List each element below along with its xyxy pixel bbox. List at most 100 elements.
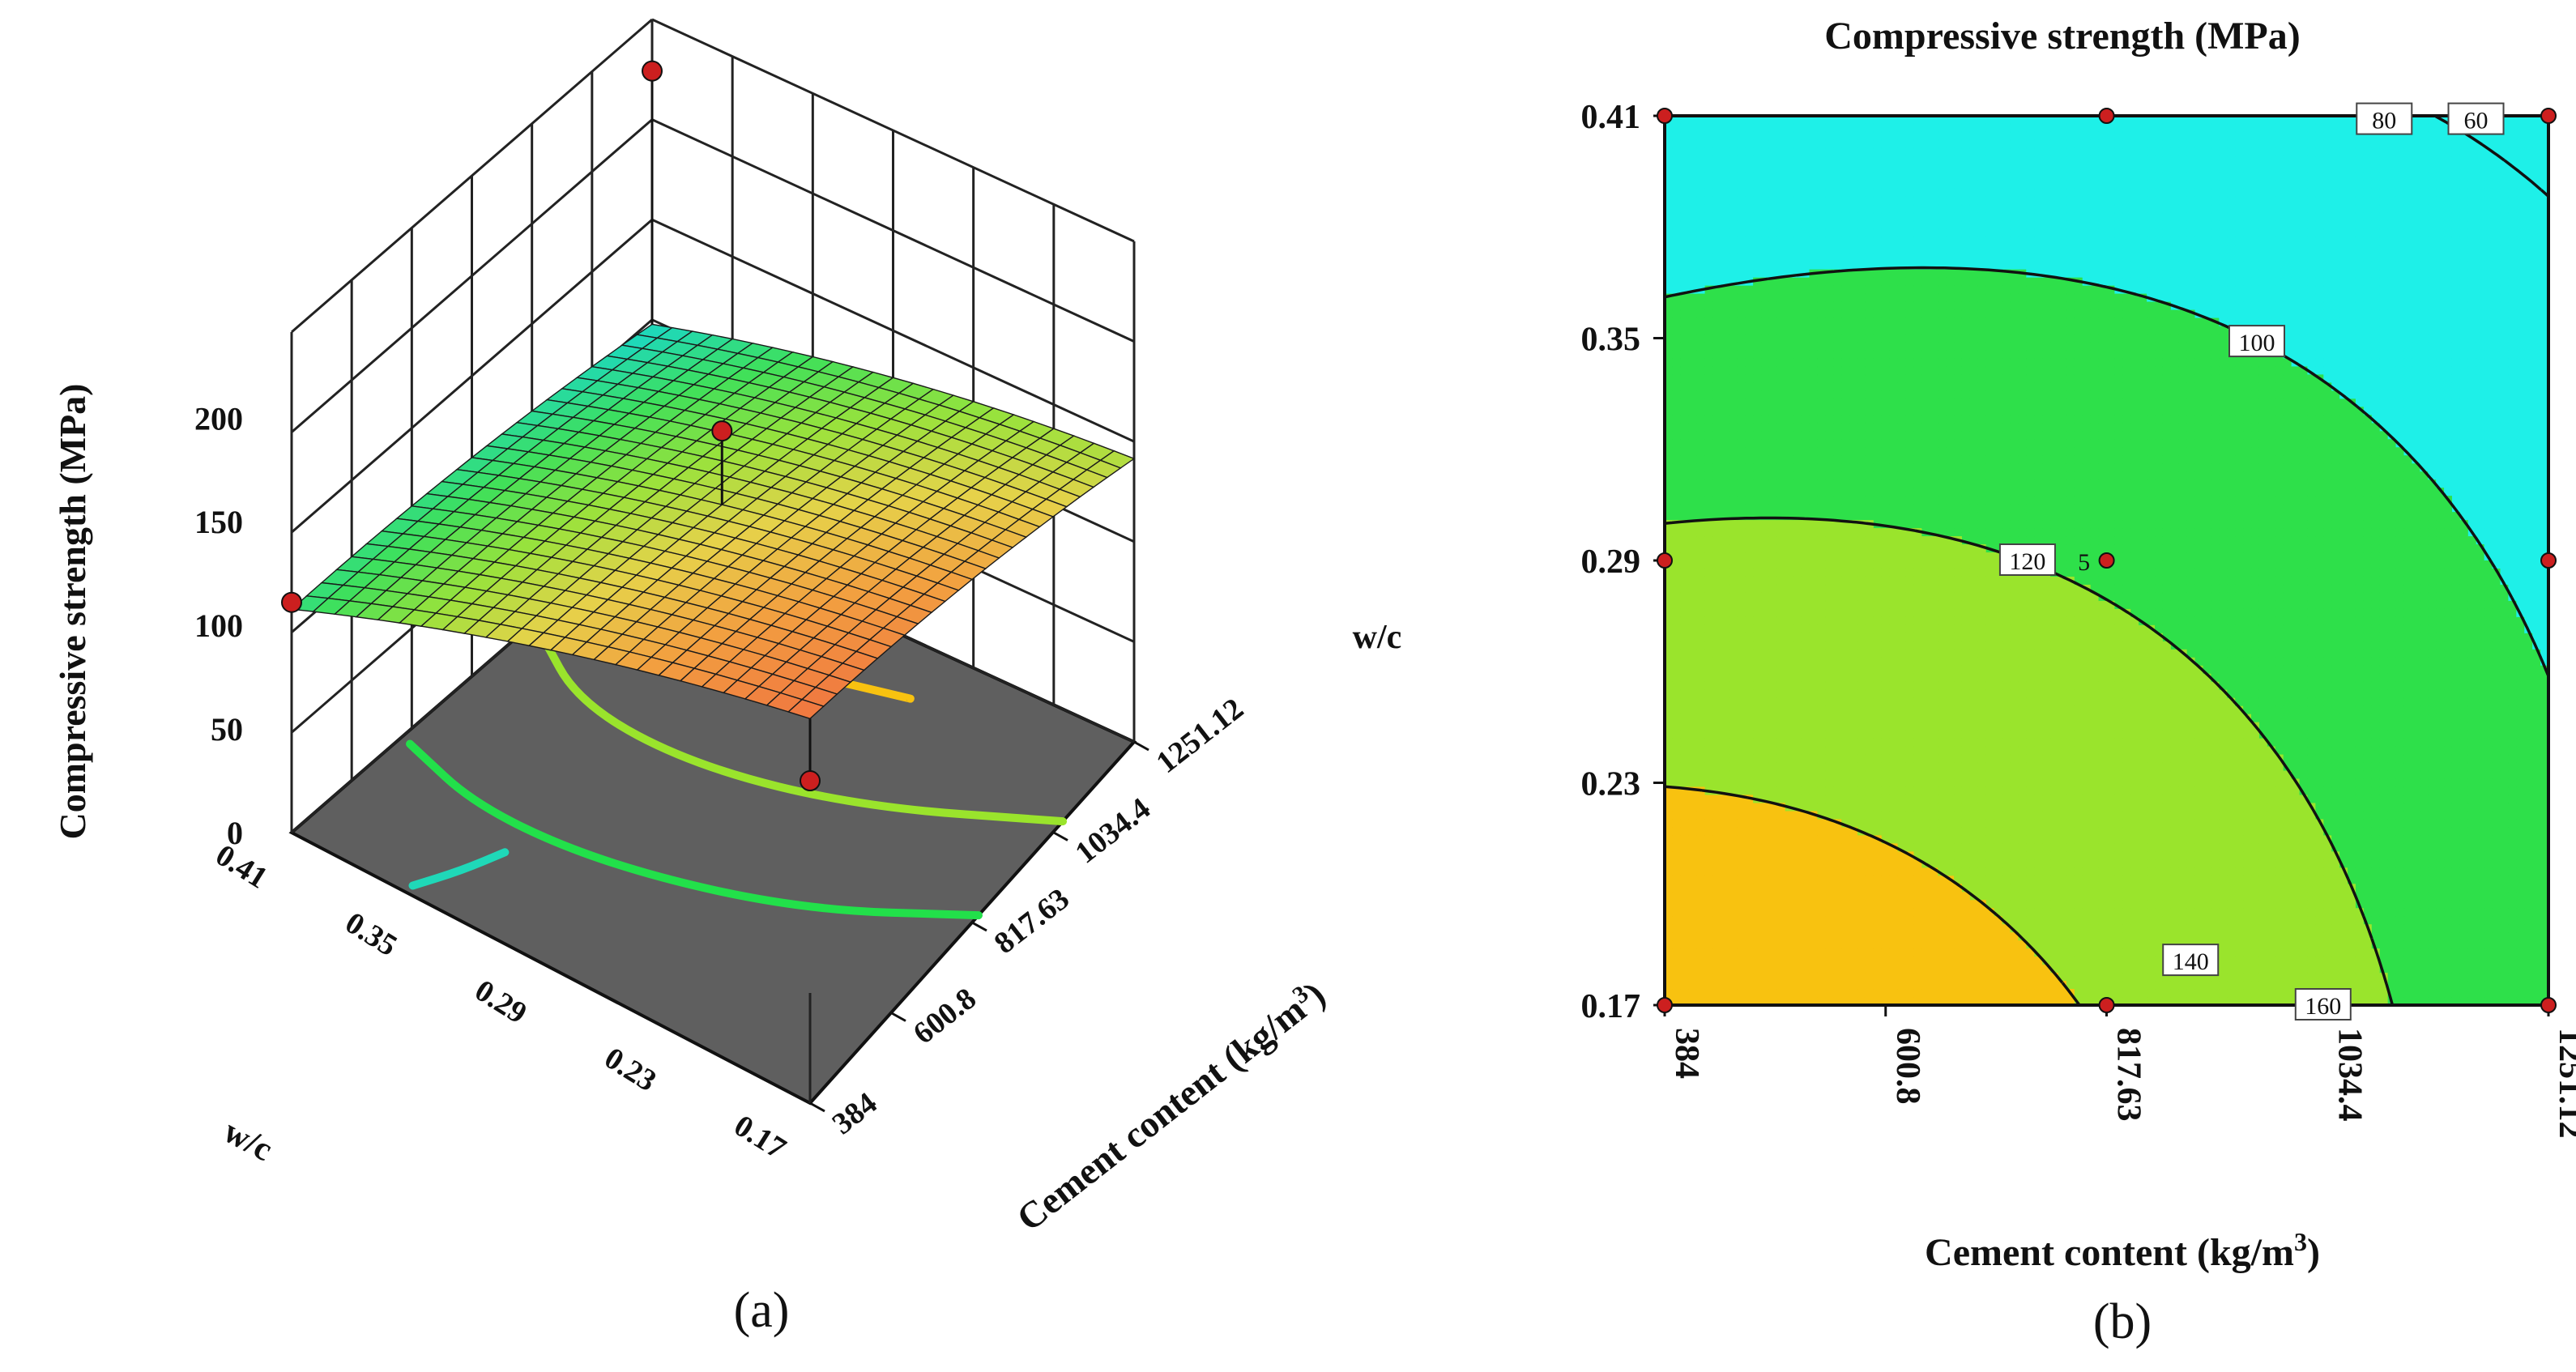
contour-band-cell [1865, 261, 1874, 271]
contour-band-cell [1825, 616, 1834, 626]
contour-band-cell [1729, 835, 1738, 844]
contour-band-cell [1897, 196, 1907, 206]
contour-band-cell [1672, 948, 1682, 957]
contour-band-cell [1801, 479, 1810, 488]
contour-band-cell [1761, 293, 1770, 303]
contour-band-cell [1729, 940, 1738, 949]
contour-band-cell [1665, 795, 1674, 804]
contour-band-cell [1737, 552, 1746, 561]
contour-band-cell [1721, 479, 1729, 488]
contour-band-cell [1768, 924, 1778, 933]
contour-band-cell [1897, 407, 1907, 415]
contour-band-cell [1897, 496, 1907, 505]
contour-band-cell [1817, 342, 1826, 352]
contour-band-cell [1665, 940, 1674, 949]
contour-band-cell [1961, 496, 1971, 505]
contour-band-cell [1969, 447, 1979, 456]
contour-band-cell [1704, 382, 1714, 391]
contour-band-cell [1753, 819, 1762, 828]
contour-band-cell [1665, 131, 1674, 141]
contour-band-cell [1841, 665, 1850, 675]
contour-band-cell [1889, 924, 1899, 933]
contour-band-cell [1745, 616, 1754, 626]
contour-band-cell [1849, 228, 1858, 238]
contour-band-cell [1921, 520, 1930, 529]
contour-band-cell [1881, 261, 1891, 271]
contour-band-cell [1704, 819, 1714, 828]
contour-band-cell [1785, 496, 1794, 505]
contour-band-cell [1889, 188, 1899, 198]
contour-band-cell [1776, 439, 1786, 448]
contour-band-cell [1961, 536, 1971, 545]
contour-band-cell [1825, 576, 1834, 586]
contour-band-cell [1954, 309, 1963, 319]
contour-band-cell [1688, 188, 1698, 198]
contour-band-cell [1881, 504, 1891, 513]
contour-band-cell [1841, 285, 1850, 295]
contour-band-cell [1938, 131, 1947, 141]
contour-band-cell [1897, 795, 1907, 804]
contour-band-cell [1969, 131, 1979, 141]
contour-band-cell [1753, 997, 1762, 1005]
contour-band-cell [1753, 697, 1762, 707]
contour-band-cell [1897, 730, 1907, 739]
contour-band-cell [1801, 584, 1810, 594]
contour-band-cell [1680, 285, 1690, 295]
contour-band-cell [1961, 544, 1971, 553]
contour-band-cell [1969, 212, 1979, 222]
contour-band-cell [1865, 867, 1874, 876]
contour-band-cell [1768, 139, 1778, 149]
contour-band-cell [1841, 876, 1850, 884]
contour-band-cell [1776, 940, 1786, 949]
contour-band-cell [1849, 326, 1858, 335]
contour-band-cell [1954, 649, 1963, 658]
contour-band-cell [1712, 407, 1722, 415]
contour-band-cell [1729, 326, 1738, 335]
contour-band-cell [1737, 576, 1746, 586]
contour-band-cell [1721, 851, 1729, 860]
contour-band-cell [1930, 520, 1938, 529]
contour-band-cell [1665, 544, 1674, 553]
contour-band-cell [1833, 811, 1842, 820]
contour-band-cell [1776, 504, 1786, 513]
contour-band-cell [1793, 172, 1802, 181]
contour-band-cell [1745, 665, 1754, 675]
contour-band-cell [1776, 714, 1786, 723]
contour-band-cell [1672, 714, 1682, 723]
contour-band-cell [1954, 326, 1963, 335]
contour-band-cell [1809, 819, 1819, 828]
contour-band-cell [1737, 139, 1746, 149]
contour-band-cell [1946, 253, 1955, 262]
contour-band-cell [1704, 641, 1714, 650]
contour-band-cell [1817, 900, 1826, 909]
contour-band-cell [1905, 940, 1915, 949]
contour-band-cell [1721, 681, 1729, 691]
contour-band-cell [1857, 204, 1866, 214]
contour-band-cell [1721, 754, 1729, 764]
contour-band-cell [1913, 932, 1922, 941]
contour-band-cell [1665, 431, 1674, 440]
contour-band-cell [1712, 116, 1722, 125]
contour-band-cell [1865, 342, 1874, 352]
contour-band-cell [1897, 544, 1907, 553]
contour-band-cell [1721, 786, 1729, 796]
contour-band-cell [1873, 932, 1883, 941]
contour-band-cell [1873, 423, 1883, 432]
contour-band-cell [1889, 762, 1899, 772]
contour-band-cell [1680, 139, 1690, 149]
contour-band-cell [1905, 123, 1915, 133]
contour-band-cell [1688, 172, 1698, 181]
contour-band-cell [1680, 407, 1690, 415]
contour-band-cell [1737, 948, 1746, 957]
contour-band-cell [1833, 730, 1842, 739]
contour-band-cell [1905, 309, 1915, 319]
w-c-axis-label-front: w/c [218, 1113, 279, 1169]
contour-band-cell [1825, 204, 1834, 214]
contour-band-cell [1809, 624, 1819, 634]
contour-band-cell [1969, 884, 1979, 893]
contour-band-cell [1704, 245, 1714, 254]
contour-band-cell [1865, 657, 1874, 667]
contour-band-cell [1745, 236, 1754, 246]
contour-band-cell [1704, 544, 1714, 553]
contour-band-cell [1921, 366, 1930, 376]
